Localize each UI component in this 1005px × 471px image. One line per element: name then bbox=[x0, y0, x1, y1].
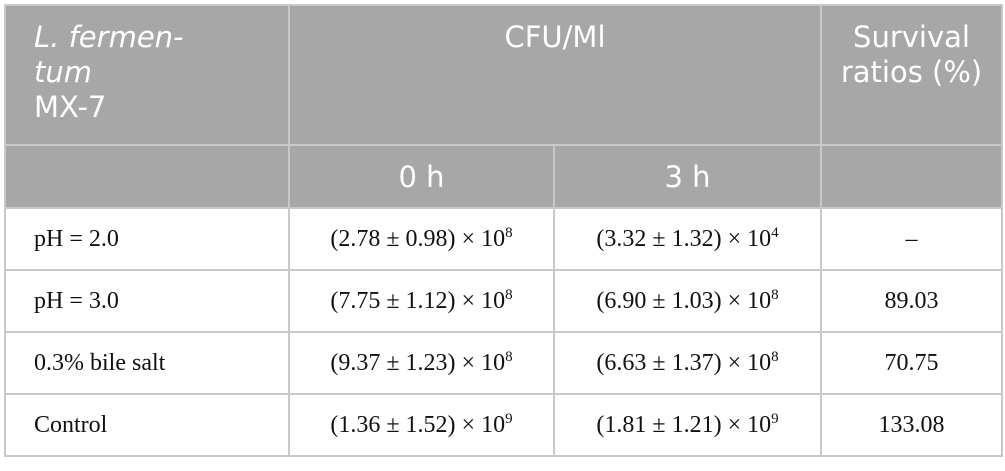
cfu-cell: (3.32 ± 1.32) × 104 bbox=[552, 207, 823, 271]
empty-header bbox=[4, 144, 290, 209]
cfu-base: (6.90 ± 1.03) × 10 bbox=[596, 287, 772, 314]
cfu-base: (7.75 ± 1.12) × 10 bbox=[330, 287, 506, 314]
ratio-cell: 70.75 bbox=[820, 331, 1004, 395]
cfu-cell: (9.37 ± 1.23) × 108 bbox=[288, 331, 555, 395]
cfu-base: (6.63 ± 1.37) × 10 bbox=[596, 349, 772, 376]
species-line: L. fermen- bbox=[34, 20, 184, 54]
cfu-exponent: 8 bbox=[505, 348, 513, 365]
data-table: L. fermen- tum MX-7 CFU/Ml Survival rati… bbox=[4, 4, 1004, 457]
ratio-cell: 89.03 bbox=[820, 269, 1004, 333]
cfu-exponent: 8 bbox=[505, 286, 513, 303]
table-row: pH = 3.0 (7.75 ± 1.12) × 108 (6.90 ± 1.03)… bbox=[4, 269, 1004, 333]
table-row: 0.3% bile salt (9.37 ± 1.23) × 108 (6.63 ±… bbox=[4, 331, 1004, 395]
cfu-exponent: 4 bbox=[771, 224, 779, 241]
cfu-base: (1.36 ± 1.52) × 10 bbox=[330, 411, 506, 438]
row-label: pH = 2.0 bbox=[4, 207, 290, 271]
row-label: 0.3% bile salt bbox=[4, 331, 290, 395]
empty-header bbox=[820, 144, 1004, 209]
sub-header: 0 h bbox=[288, 144, 555, 209]
cfu-base: (2.78 ± 0.98) × 10 bbox=[330, 225, 506, 252]
ratio-cell: – bbox=[820, 207, 1004, 271]
cfu-cell: (6.90 ± 1.03) × 108 bbox=[552, 269, 823, 333]
strain: MX-7 bbox=[34, 90, 107, 124]
cfu-exponent: 9 bbox=[505, 410, 513, 427]
cfu-cell: (6.63 ± 1.37) × 108 bbox=[552, 331, 823, 395]
table-row: Control (1.36 ± 1.52) × 109 (1.81 ± 1.21) … bbox=[4, 393, 1004, 457]
subheader-row: 0 h 3 h bbox=[4, 144, 1004, 209]
cfu-cell: (7.75 ± 1.12) × 108 bbox=[288, 269, 555, 333]
row-label: Control bbox=[4, 393, 290, 457]
sub-header: 3 h bbox=[552, 144, 823, 209]
table-body: pH = 2.0 (2.78 ± 0.98) × 108 (3.32 ± 1.32)… bbox=[4, 207, 1004, 457]
cfu-cell: (2.78 ± 0.98) × 108 bbox=[288, 207, 555, 271]
species-header: L. fermen- tum MX-7 bbox=[4, 4, 290, 146]
species-line: tum bbox=[34, 55, 92, 89]
ratio-cell: 133.08 bbox=[820, 393, 1004, 457]
cfu-base: (1.81 ± 1.21) × 10 bbox=[596, 411, 772, 438]
cfu-exponent: 8 bbox=[771, 286, 779, 303]
cfu-exponent: 8 bbox=[771, 348, 779, 365]
header-row: L. fermen- tum MX-7 CFU/Ml Survival rati… bbox=[4, 4, 1004, 146]
cfu-base: (3.32 ± 1.32) × 10 bbox=[596, 225, 772, 252]
cfu-cell: (1.36 ± 1.52) × 109 bbox=[288, 393, 555, 457]
cfu-exponent: 9 bbox=[771, 410, 779, 427]
row-label: pH = 3.0 bbox=[4, 269, 290, 333]
group-header: CFU/Ml bbox=[287, 4, 823, 146]
cfu-cell: (1.81 ± 1.21) × 109 bbox=[552, 393, 823, 457]
table-row: pH = 2.0 (2.78 ± 0.98) × 108 (3.32 ± 1.32)… bbox=[4, 207, 1004, 271]
cfu-base: (9.37 ± 1.23) × 10 bbox=[330, 349, 506, 376]
survival-header: Survival ratios (%) bbox=[820, 4, 1004, 146]
cfu-exponent: 8 bbox=[505, 224, 513, 241]
